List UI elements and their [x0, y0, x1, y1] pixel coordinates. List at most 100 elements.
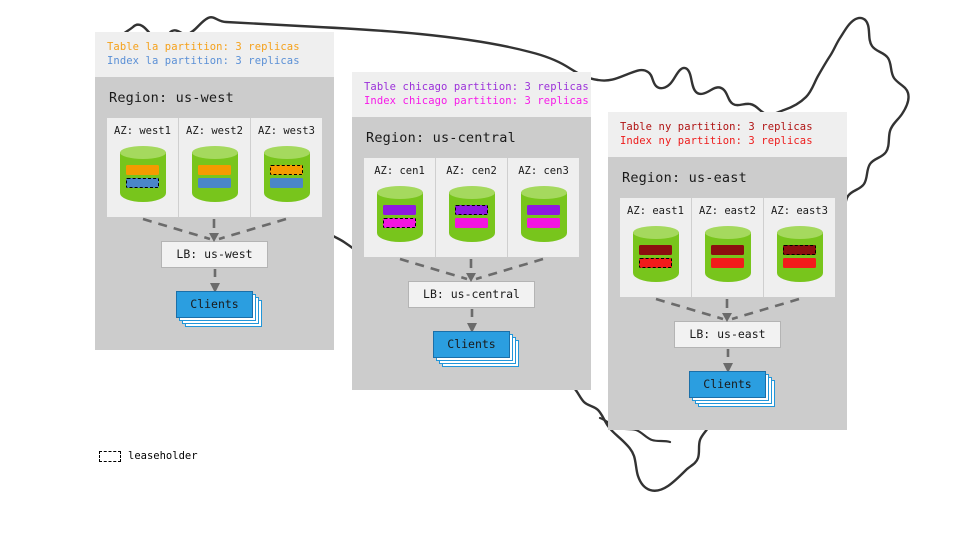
legend: leaseholder: [99, 450, 198, 462]
partition-header-us-central: Table chicago partition: 3 replicas Inde…: [352, 72, 591, 118]
db-node-icon[interactable]: [632, 226, 679, 288]
clients-stack-us-central[interactable]: Clients: [433, 331, 519, 368]
az-label: AZ: west1: [114, 125, 171, 138]
az-label: AZ: cen1: [374, 165, 425, 178]
replica-band-table: [383, 205, 416, 216]
cylinder-body: [632, 232, 679, 283]
replica-band-index: [270, 178, 303, 189]
db-node-icon[interactable]: [776, 226, 823, 288]
replica-band-table: [711, 245, 744, 256]
replica-band-table: [639, 245, 672, 256]
cylinder-top: [119, 146, 166, 160]
partition-header-us-west: Table la partition: 3 replicas Index la …: [95, 32, 334, 78]
connector-arrow-down: [722, 349, 733, 374]
replica-band-index: [527, 218, 560, 229]
az-row-us-east: AZ: east1 AZ: east2: [620, 198, 835, 298]
load-balancer-us-west[interactable]: LB: us-west: [161, 241, 268, 269]
region-body-us-central: Region: us-central AZ: cen1 AZ: cen2: [352, 117, 591, 391]
az-label: AZ: east3: [771, 205, 828, 218]
replica-band-table-leaseholder: [455, 205, 488, 216]
replica-band-table: [527, 205, 560, 216]
cylinder-body: [119, 152, 166, 203]
cylinder-body: [448, 192, 495, 243]
replica-band-table-leaseholder: [270, 165, 303, 176]
db-node-icon[interactable]: [448, 186, 495, 248]
connector-arrows: [655, 298, 800, 323]
lb-to-clients-connector: [107, 268, 322, 294]
replica-bands: [633, 245, 679, 269]
replica-band-index-leaseholder: [126, 178, 159, 189]
az-cell-east1[interactable]: AZ: east1: [620, 198, 692, 298]
az-to-lb-connectors: [620, 297, 835, 323]
partition-header-us-east: Table ny partition: 3 replicas Index ny …: [608, 112, 847, 158]
az-cell-west2[interactable]: AZ: west2: [179, 118, 251, 218]
az-label: AZ: west3: [258, 125, 315, 138]
leaseholder-swatch-icon: [99, 450, 121, 462]
az-cell-east3[interactable]: AZ: east3: [764, 198, 835, 298]
partition-line-table: Table ny partition: 3 replicas: [620, 121, 813, 133]
replica-bands: [777, 245, 823, 269]
cylinder-top: [632, 226, 679, 240]
cylinder-body: [776, 232, 823, 283]
clients-stack-us-west[interactable]: Clients: [176, 291, 262, 328]
az-cell-west1[interactable]: AZ: west1: [107, 118, 179, 218]
clients-box[interactable]: Clients: [689, 371, 766, 399]
az-cell-west3[interactable]: AZ: west3: [251, 118, 322, 218]
region-us-east: Table ny partition: 3 replicas Index ny …: [608, 112, 847, 431]
az-row-us-central: AZ: cen1 AZ: cen2: [364, 158, 579, 258]
replica-band-table: [198, 165, 231, 176]
az-label: AZ: cen3: [518, 165, 569, 178]
clients-box[interactable]: Clients: [433, 331, 510, 359]
region-us-central: Table chicago partition: 3 replicas Inde…: [352, 72, 591, 391]
region-body-us-east: Region: us-east AZ: east1 AZ: east2: [608, 157, 847, 431]
legend-label: leaseholder: [128, 450, 198, 462]
cylinder-top: [704, 226, 751, 240]
cylinder-body: [520, 192, 567, 243]
connector-arrow-down: [209, 269, 220, 294]
partition-line-table: Table la partition: 3 replicas: [107, 41, 300, 53]
replica-band-index: [455, 218, 488, 229]
cylinder-top: [376, 186, 423, 200]
replica-band-index: [198, 178, 231, 189]
replica-band-table: [126, 165, 159, 176]
partition-line-index: Index la partition: 3 replicas: [107, 55, 300, 68]
az-label: AZ: west2: [186, 125, 243, 138]
replica-bands: [705, 245, 751, 269]
replica-band-index: [783, 258, 816, 269]
connector-arrows: [399, 258, 544, 283]
cylinder-body: [376, 192, 423, 243]
replica-band-table-leaseholder: [783, 245, 816, 256]
az-cell-cen2[interactable]: AZ: cen2: [436, 158, 508, 258]
az-cell-east2[interactable]: AZ: east2: [692, 198, 764, 298]
region-body-us-west: Region: us-west AZ: west1 AZ: west2: [95, 77, 334, 351]
region-title: Region: us-west: [109, 90, 234, 107]
az-cell-cen3[interactable]: AZ: cen3: [508, 158, 579, 258]
load-balancer-us-east[interactable]: LB: us-east: [674, 321, 781, 349]
replica-band-index-leaseholder: [383, 218, 416, 229]
clients-box[interactable]: Clients: [176, 291, 253, 319]
db-node-icon[interactable]: [704, 226, 751, 288]
cylinder-body: [263, 152, 310, 203]
az-cell-cen1[interactable]: AZ: cen1: [364, 158, 436, 258]
db-node-icon[interactable]: [520, 186, 567, 248]
cylinder-body: [704, 232, 751, 283]
cylinder-top: [520, 186, 567, 200]
partition-line-index: Index ny partition: 3 replicas: [620, 135, 813, 148]
region-us-west: Table la partition: 3 replicas Index la …: [95, 32, 334, 351]
db-node-icon[interactable]: [263, 146, 310, 208]
cylinder-top: [448, 186, 495, 200]
az-label: AZ: east1: [627, 205, 684, 218]
replica-band-index: [711, 258, 744, 269]
cylinder-top: [191, 146, 238, 160]
cylinder-top: [263, 146, 310, 160]
region-title: Region: us-east: [622, 170, 747, 187]
db-node-icon[interactable]: [191, 146, 238, 208]
clients-stack-us-east[interactable]: Clients: [689, 371, 775, 408]
lb-to-clients-connector: [364, 308, 579, 334]
connector-arrows: [142, 218, 287, 243]
load-balancer-us-central[interactable]: LB: us-central: [408, 281, 535, 309]
partition-line-table: Table chicago partition: 3 replicas: [364, 81, 589, 93]
db-node-icon[interactable]: [376, 186, 423, 248]
db-node-icon[interactable]: [119, 146, 166, 208]
